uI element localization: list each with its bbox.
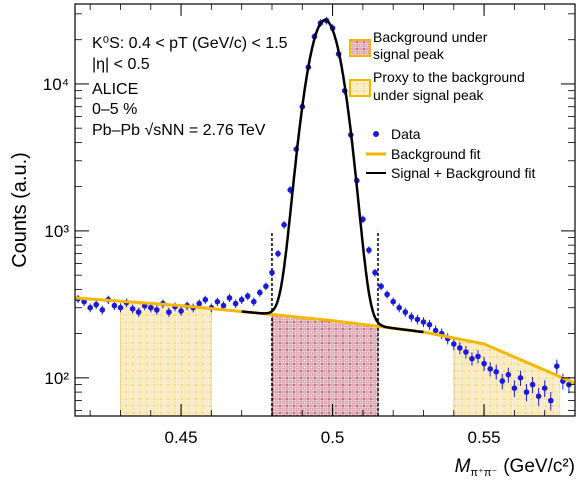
data-point (414, 316, 421, 323)
annotation-kinematics: K⁰S: 0.4 < pT (GeV/c) < 1.5 (92, 35, 288, 52)
annotations: K⁰S: 0.4 < pT (GeV/c) < 1.5 |η| < 0.5 AL… (92, 35, 288, 139)
data-point (554, 363, 560, 370)
x-axis-title-sub: π⁺π⁻ (470, 467, 497, 479)
data-point (135, 309, 142, 315)
x-tick-label: 0.55 (468, 428, 501, 447)
data-point (263, 283, 269, 290)
legend-swatch-signal-background (349, 39, 371, 57)
data-point (493, 369, 500, 375)
annotation-centrality: 0–5 % (92, 101, 137, 118)
data-point (408, 314, 415, 320)
data-point (226, 295, 233, 301)
legend-label-proxy-background-1: Proxy to the background (373, 69, 525, 85)
data-point (487, 366, 494, 372)
plot-frame (74, 3, 576, 417)
data-point (117, 304, 124, 311)
data-point (269, 269, 275, 276)
x-axis-title: Mπ⁺π⁻ (GeV/c²) (455, 456, 575, 479)
data-point (238, 296, 245, 303)
axis-layer: 0.45 0.5 0.55 10² 10³ 10⁴ (43, 4, 576, 447)
background-fit-line (75, 296, 575, 385)
data-point (257, 289, 263, 296)
data-point (87, 304, 93, 311)
data-point (420, 319, 427, 325)
data-point (390, 298, 397, 305)
data-point (111, 302, 118, 309)
data-point (81, 298, 87, 305)
data-point (214, 298, 221, 305)
data-point (402, 309, 409, 315)
data-point (372, 269, 378, 276)
data-point (499, 378, 506, 384)
sideband-region-left (120, 300, 212, 416)
data-point (129, 306, 136, 312)
data-point (220, 302, 227, 309)
data-point (378, 283, 384, 290)
data-point (275, 250, 281, 257)
data-point (93, 301, 99, 308)
x-tick-label: 0.5 (321, 428, 345, 447)
signal-background-fit-line (241, 18, 424, 334)
data-point (196, 300, 202, 307)
data-point (426, 321, 433, 328)
annotation-alice: ALICE (92, 81, 138, 98)
data-point (535, 393, 542, 400)
data-point (511, 385, 518, 392)
legend-series: Data Background fit Signal + Background … (366, 126, 535, 181)
data-point (166, 309, 172, 315)
legend-label-signal-fit: Signal + Background fit (391, 165, 535, 181)
legend-label-proxy-background-2: under signal peak (373, 87, 485, 103)
data-point (548, 397, 554, 404)
legend-marker-data (373, 131, 379, 137)
data-point (451, 341, 457, 347)
annotation-eta: |η| < 0.5 (92, 56, 150, 73)
data-point (148, 304, 154, 311)
annotation-system: Pb–Pb √sNN = 2.76 TeV (92, 122, 266, 139)
data-point (99, 307, 106, 313)
data-point (541, 385, 548, 392)
data-point (366, 247, 372, 253)
fit-layer (75, 18, 575, 385)
data-point (517, 375, 524, 381)
data-point (202, 296, 209, 303)
data-point (505, 371, 512, 378)
data-point (251, 298, 257, 305)
data-point (244, 293, 251, 299)
data-point (523, 389, 530, 395)
data-point (463, 349, 469, 355)
signal-region (271, 314, 379, 416)
data-point (281, 222, 287, 228)
legend-swatch-proxy-background (349, 79, 371, 97)
data-point (232, 300, 239, 307)
data-point (384, 291, 390, 298)
legend-label-data: Data (391, 126, 421, 142)
y-tick-label: 10⁴ (43, 75, 69, 94)
legend-label-background-fit: Background fit (391, 146, 481, 162)
y-tick-label: 10³ (44, 222, 69, 241)
data-point (481, 360, 487, 367)
data-point (469, 355, 475, 362)
data-point (178, 308, 184, 314)
data-point (475, 353, 481, 360)
legend-label-signal-background-1: Background under (373, 29, 488, 45)
data-point (529, 381, 536, 388)
region-layer (120, 230, 561, 416)
x-axis-title-main: M (455, 456, 471, 477)
y-axis-title: Counts (a.u.) (9, 152, 31, 268)
y-tick-label: 10² (44, 369, 69, 388)
data-point (396, 304, 403, 311)
x-axis-title-unit: (GeV/c²) (503, 456, 575, 477)
legend-label-signal-background-2: signal peak (373, 46, 445, 62)
x-tick-label: 0.45 (165, 428, 198, 447)
data-point (457, 345, 463, 351)
legend-regions: Background under signal peak Proxy to th… (349, 29, 525, 103)
data-point (154, 307, 160, 313)
data-point (432, 327, 439, 334)
